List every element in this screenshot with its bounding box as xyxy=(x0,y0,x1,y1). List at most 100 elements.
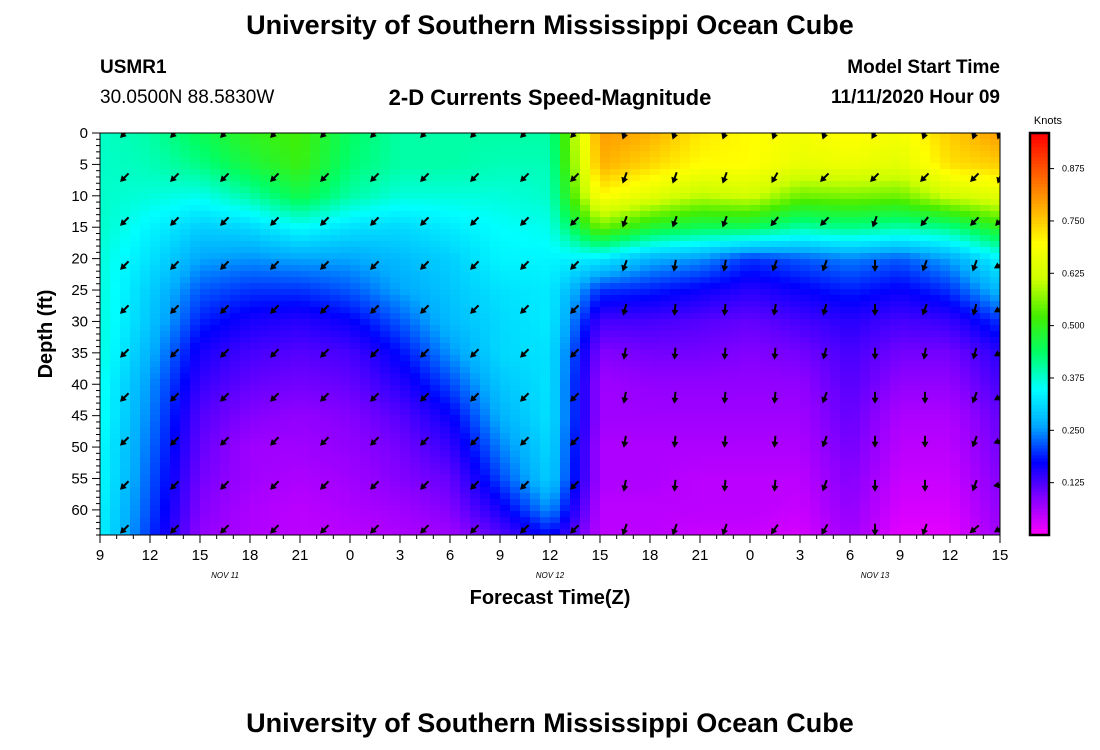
heatmap-cell xyxy=(840,175,851,182)
heatmap-cell xyxy=(570,475,581,482)
heatmap-cell xyxy=(750,427,761,434)
heatmap-cell xyxy=(110,475,121,482)
heatmap-cell xyxy=(510,241,521,248)
heatmap-cell xyxy=(630,169,641,176)
heatmap-cell xyxy=(560,511,571,518)
heatmap-cell xyxy=(760,259,771,266)
heatmap-cell xyxy=(370,175,381,182)
heatmap-cell xyxy=(500,511,511,518)
heatmap-cell xyxy=(180,487,191,494)
heatmap-cell xyxy=(710,337,721,344)
heatmap-cell xyxy=(580,235,591,242)
heatmap-cell xyxy=(720,325,731,332)
heatmap-cell xyxy=(240,283,251,290)
heatmap-cell xyxy=(390,529,401,535)
heatmap-cell xyxy=(750,379,761,386)
heatmap-cell xyxy=(350,253,361,260)
heatmap-cell xyxy=(620,469,631,476)
heatmap-cell xyxy=(600,397,611,404)
heatmap-cell xyxy=(350,283,361,290)
heatmap-cell xyxy=(250,451,261,458)
heatmap-cell xyxy=(740,355,751,362)
heatmap-cell xyxy=(240,199,251,206)
heatmap-cell xyxy=(680,439,691,446)
heatmap-cell xyxy=(260,205,271,212)
heatmap-cell xyxy=(380,283,391,290)
heatmap-cell xyxy=(140,481,151,488)
heatmap-cell xyxy=(310,151,321,158)
heatmap-cell xyxy=(720,463,731,470)
heatmap-cell xyxy=(490,271,501,278)
heatmap-cell xyxy=(150,181,161,188)
heatmap-cell xyxy=(490,529,501,535)
heatmap-cell xyxy=(760,505,771,512)
heatmap-cell xyxy=(620,241,631,248)
heatmap-cell xyxy=(640,367,651,374)
heatmap-cell xyxy=(220,205,231,212)
heatmap-cell xyxy=(780,505,791,512)
heatmap-cell xyxy=(640,163,651,170)
heatmap-cell xyxy=(260,385,271,392)
heatmap-cell xyxy=(750,169,761,176)
heatmap-cell xyxy=(590,235,601,242)
heatmap-cell xyxy=(410,235,421,242)
heatmap-cell xyxy=(410,343,421,350)
heatmap-cell xyxy=(470,229,481,236)
heatmap-cell xyxy=(210,175,221,182)
heatmap-cell xyxy=(220,469,231,476)
heatmap-cell xyxy=(700,241,711,248)
heatmap-cell xyxy=(530,133,541,140)
heatmap-cell xyxy=(830,445,841,452)
heatmap-cell xyxy=(420,511,431,518)
heatmap-cell xyxy=(730,475,741,482)
heatmap-cell xyxy=(820,331,831,338)
heatmap-cell xyxy=(450,427,461,434)
heatmap-cell xyxy=(750,367,761,374)
heatmap-cell xyxy=(460,181,471,188)
heatmap-cell xyxy=(780,403,791,410)
heatmap-cell xyxy=(640,139,651,146)
heatmap-cell xyxy=(430,529,441,535)
heatmap-cell xyxy=(760,397,771,404)
heatmap-cell xyxy=(520,367,531,374)
heatmap-cell xyxy=(620,331,631,338)
heatmap-cell xyxy=(690,349,701,356)
heatmap-cell xyxy=(350,397,361,404)
heatmap-cell xyxy=(470,391,481,398)
heatmap-cell xyxy=(520,325,531,332)
heatmap-cell xyxy=(790,385,801,392)
heatmap-cell xyxy=(600,433,611,440)
heatmap-cell xyxy=(520,421,531,428)
heatmap-cell xyxy=(330,253,341,260)
heatmap-cell xyxy=(490,463,501,470)
heatmap-cell xyxy=(130,175,141,182)
heatmap-cell xyxy=(490,205,501,212)
heatmap-cell xyxy=(600,367,611,374)
heatmap-cell xyxy=(270,409,281,416)
heatmap-cell xyxy=(400,397,411,404)
heatmap-cell xyxy=(750,229,761,236)
heatmap-cell xyxy=(810,487,821,494)
heatmap-cell xyxy=(330,235,341,242)
heatmap-cell xyxy=(440,409,451,416)
heatmap-cell xyxy=(500,403,511,410)
heatmap-cell xyxy=(410,223,421,230)
heatmap-cell xyxy=(250,313,261,320)
heatmap-cell xyxy=(330,205,341,212)
heatmap-cell xyxy=(240,205,251,212)
heatmap-cell xyxy=(740,313,751,320)
heatmap-cell xyxy=(630,457,641,464)
heatmap-cell xyxy=(250,499,261,506)
heatmap-cell xyxy=(700,169,711,176)
heatmap-cell xyxy=(110,481,121,488)
heatmap-cell xyxy=(100,385,111,392)
heatmap-cell xyxy=(130,475,141,482)
heatmap-cell xyxy=(140,499,151,506)
heatmap-cell xyxy=(330,193,341,200)
heatmap-cell xyxy=(260,397,271,404)
heatmap-cell xyxy=(540,223,551,230)
heatmap-cell xyxy=(610,211,621,218)
heatmap-cell xyxy=(280,499,291,506)
heatmap-cell xyxy=(530,421,541,428)
heatmap-cell xyxy=(770,409,781,416)
